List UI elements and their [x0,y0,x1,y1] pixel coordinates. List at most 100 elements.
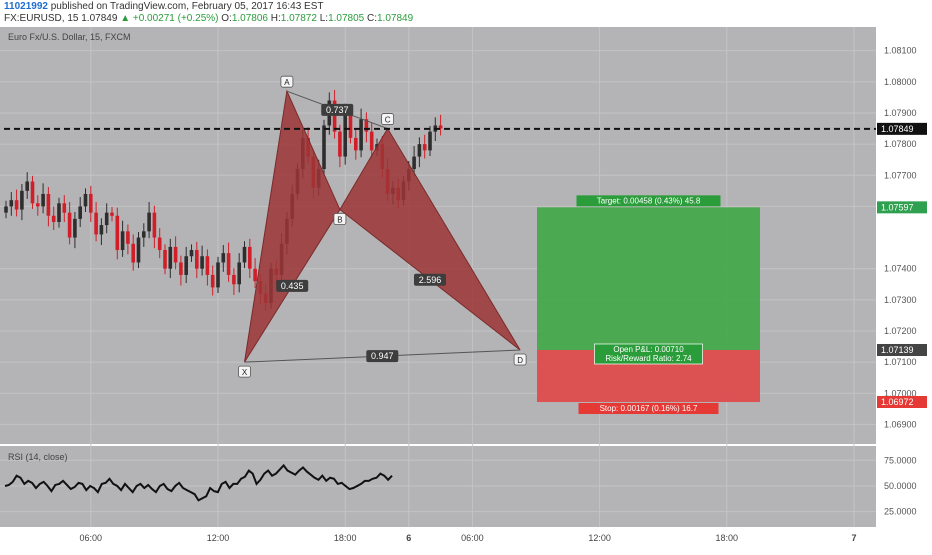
up-arrow-icon: ▲ [120,13,131,24]
candle-body [359,119,363,151]
time-axis-labels: 06:00 12:00 18:00 6 06:00 12:00 18:00 7 [80,533,857,543]
pattern-ratio-badge [414,273,446,286]
pattern-ratio-label: 0.947 [371,351,394,361]
price-tick-label: 1.07100 [884,357,917,367]
pattern-ratio-label: 2.596 [419,275,442,285]
candle-body [30,181,35,204]
pnl-box [594,343,703,365]
candle-body [115,215,120,251]
candle-body [248,246,252,269]
symbol-line: FX:EURUSD, 15 1.07849 ▲ +0.00271 (+0.25%… [4,13,413,25]
time-tick-label: 06:00 [461,533,484,543]
pattern-ratio-badge [276,279,309,292]
candle-body [89,193,93,213]
candle-body [428,131,432,151]
rr-label: Risk/Reward Ratio: 2.74 [605,354,692,363]
pattern-point-label: X [242,368,248,377]
candle-body [73,218,77,238]
candle-body [338,131,342,157]
candle-body [4,206,8,213]
candle-body [205,256,210,275]
time-tick-label: 18:00 [334,533,357,543]
open-label: O: [221,13,232,24]
price-tick-label: 1.07300 [884,295,917,305]
candle-body [147,212,151,232]
author-link[interactable]: 11021992 [4,1,48,12]
close-label: C: [367,13,377,24]
chart-header: 11021992 published on TradingView.com, F… [0,0,932,27]
rsi-tick-label: 25.0000 [884,507,917,517]
stop-label: Stop: 0.00167 (0.16%) 16.7 [600,404,698,413]
pattern-ratio-badge [366,350,399,363]
pattern-ratio-label: 0.737 [326,105,349,115]
candle-body [62,203,67,213]
pattern-point-label: D [517,356,523,365]
price-tick-label: 1.07800 [884,139,917,149]
rsi-title: RSI (14, close) [8,452,68,462]
price-tag-box [877,396,927,409]
candle-body [168,246,173,269]
candle-body [242,246,247,263]
candle-body [51,215,56,222]
candle-body [417,144,422,157]
candle-body [438,125,443,129]
candle-body [173,246,178,263]
open-value: 1.07806 [231,13,268,24]
time-tick-label: 12:00 [207,533,230,543]
publish-info: published on TradingView.com, February 0… [50,1,324,12]
chart-area[interactable]: X A B C D 0.435 0.737 2.596 0.947 Target: 0.0045… [0,27,932,550]
high-value: 1.07872 [280,13,317,24]
time-tick-label: 18:00 [716,533,739,543]
price-tick-label: 1.08100 [884,46,917,56]
time-axis[interactable] [0,527,932,550]
chart-svg[interactable]: X A B C D 0.435 0.737 2.596 0.947 Target: 0.0045… [0,27,932,550]
candle-body [94,212,98,235]
candle-body [163,250,167,269]
publish-line: 11021992 published on TradingView.com, F… [4,1,324,13]
rsi-line [4,463,393,502]
price-tag-box [877,343,927,356]
high-label: H: [270,13,281,24]
price-tag-label: 1.07597 [881,202,914,212]
candle-body [216,262,220,288]
candle-body [67,212,72,238]
candle-body [14,200,19,210]
pattern-point-badge [333,213,347,225]
harmonic-pattern[interactable]: X A B C D 0.435 0.737 2.596 0.947 [238,75,527,378]
time-tick-label: 06:00 [80,533,103,543]
rsi-pane: 75.0000 50.0000 25.0000 [0,455,917,517]
candle-body [78,206,82,219]
candle-body [83,193,88,207]
time-tick-label: 12:00 [588,533,611,543]
candle-body [332,100,337,132]
candle-body [412,156,416,170]
pattern-point-label: B [337,216,342,225]
long-position-tool[interactable]: Target: 0.00458 (0.43%) 45.8 Open P&L: 0.… [537,195,760,415]
price-tag-label: 1.06972 [881,397,914,407]
candle-body [46,193,51,216]
pattern-point-label: C [385,116,391,125]
candle-body [36,203,40,207]
pnl-label: Open P&L: 0.00710 [613,345,684,354]
time-tick-label: 6 [406,533,411,543]
price-axis[interactable] [876,27,932,550]
price-tag-box [877,201,927,214]
candle-body [184,256,188,275]
price-tick-label: 1.06900 [884,419,917,429]
last-price: 1.07849 [81,13,118,24]
candle-body [99,225,104,235]
price-change: +0.00271 (+0.25%) [132,13,219,24]
pattern-ratio-badge [321,103,354,116]
pattern-ratio-label: 0.435 [281,281,304,291]
low-value: 1.07805 [328,13,365,24]
candle-body [253,268,257,282]
candle-body [348,112,353,138]
candle-body [221,253,226,263]
candle-body [157,237,162,251]
candle-body [343,112,347,157]
candle-body [179,262,183,275]
rsi-tick-label: 50.0000 [884,481,917,491]
symbol-title: Euro Fx/U.S. Dollar, 15, FXCM [8,32,131,42]
price-tick-label: 1.07900 [884,108,917,118]
target-label-box [576,195,721,207]
